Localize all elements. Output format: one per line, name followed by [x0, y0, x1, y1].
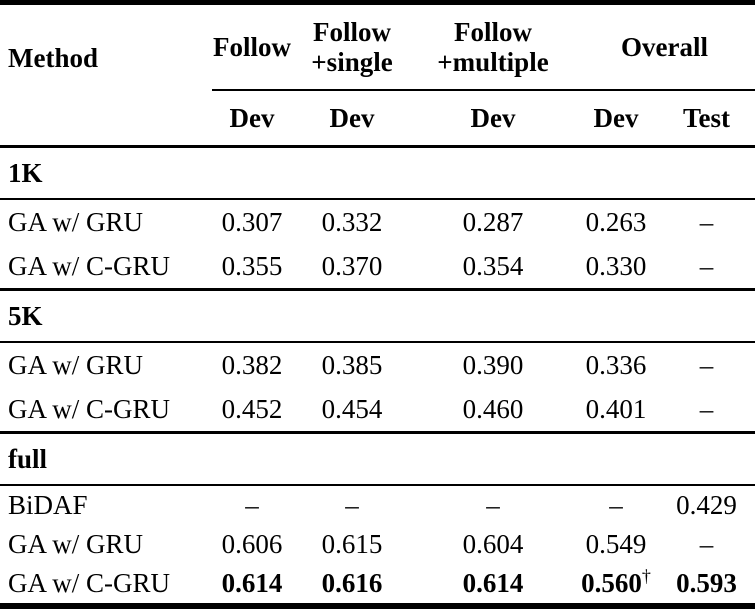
value-cell: 0.336: [585, 349, 647, 380]
table-row: GA w/ GRU 0.307 0.332 0.287 0.263 –: [0, 199, 755, 244]
value-cell: –: [486, 490, 500, 521]
section-row-5k: 5K: [0, 289, 755, 343]
value-cell: 0.307: [221, 206, 283, 237]
section-label: 5K: [8, 300, 43, 331]
follow-single-line1: Follow: [313, 16, 391, 47]
value-cell: –: [699, 349, 714, 380]
dev-subheader-overall: Dev: [593, 102, 639, 133]
value-cell: 0.460: [462, 393, 524, 424]
follow-single-line2: +single: [311, 47, 393, 77]
value-cell: 0.429: [676, 490, 737, 521]
value-cell: –: [699, 250, 714, 281]
value-text: 0.560: [581, 568, 642, 599]
section-row-1k: 1K: [0, 146, 755, 200]
value-cell: 0.616: [321, 568, 383, 599]
follow-multiple-line2: +multiple: [437, 47, 549, 77]
table-row: GA w/ GRU 0.606 0.615 0.604 0.549 –: [0, 525, 755, 564]
value-cell: 0.263: [585, 206, 647, 237]
method-cell: GA w/ C-GRU: [8, 250, 171, 281]
value-cell: –: [245, 490, 259, 521]
value-cell: 0.606: [221, 529, 283, 560]
method-cell: GA w/ GRU: [8, 529, 144, 560]
dagger-note: †: [641, 566, 651, 587]
value-cell: 0.382: [221, 349, 283, 380]
value-cell: 0.615: [321, 529, 383, 560]
method-cell: GA w/ GRU: [8, 206, 144, 237]
value-cell: 0.604: [462, 529, 524, 560]
method-cell: GA w/ C-GRU: [8, 393, 171, 424]
table-row: BiDAF – – – – 0.429: [0, 485, 755, 525]
column-group-header-row: Method Follow Follow +single Follow +mul…: [0, 2, 755, 91]
dev-subheader-single: Dev: [329, 102, 375, 133]
section-label: 1K: [8, 157, 43, 188]
value-cell: 0.287: [462, 206, 524, 237]
follow-column-header: Follow: [212, 2, 292, 91]
table-row-best: GA w/ C-GRU 0.614 0.616 0.614 0.560† 0.5…: [0, 564, 755, 606]
value-cell: 0.354: [462, 250, 524, 281]
value-cell: 0.390: [462, 349, 524, 380]
value-cell: 0.549: [585, 529, 647, 560]
follow-single-column-header: Follow +single: [292, 2, 412, 91]
table-row: GA w/ GRU 0.382 0.385 0.390 0.336 –: [0, 342, 755, 387]
method-column-header: Method: [8, 43, 98, 73]
value-cell: 0.332: [321, 206, 383, 237]
follow-multiple-column-header: Follow +multiple: [412, 2, 574, 91]
value-cell: –: [699, 206, 714, 237]
value-cell: 0.452: [221, 393, 283, 424]
value-cell: 0.454: [321, 393, 383, 424]
value-cell-with-note: 0.560†: [574, 564, 658, 606]
value-cell: 0.330: [585, 250, 647, 281]
value-cell: 0.370: [321, 250, 383, 281]
table-row: GA w/ C-GRU 0.452 0.454 0.460 0.401 –: [0, 387, 755, 433]
subheader-row: Dev Dev Dev Dev Test: [0, 90, 755, 147]
value-cell: –: [699, 529, 714, 560]
value-cell: 0.385: [321, 349, 383, 380]
value-cell: 0.401: [585, 393, 647, 424]
method-cell: GA w/ GRU: [8, 349, 144, 380]
value-cell: 0.593: [676, 568, 737, 599]
value-cell: 0.614: [462, 568, 524, 599]
value-cell: –: [609, 490, 623, 521]
dev-subheader-multiple: Dev: [470, 102, 516, 133]
value-cell: –: [345, 490, 359, 521]
dev-subheader-follow: Dev: [229, 102, 275, 133]
method-cell: GA w/ C-GRU: [8, 568, 171, 599]
test-subheader-overall: Test: [683, 102, 731, 133]
section-label: full: [8, 443, 48, 474]
overall-column-header: Overall: [574, 2, 755, 91]
value-cell: –: [699, 393, 714, 424]
value-cell: 0.614: [221, 568, 283, 599]
section-row-full: full: [0, 432, 755, 486]
value-cell: 0.355: [221, 250, 283, 281]
follow-multiple-line1: Follow: [454, 16, 532, 47]
method-cell: BiDAF: [8, 490, 88, 521]
table-row: GA w/ C-GRU 0.355 0.370 0.354 0.330 –: [0, 244, 755, 290]
